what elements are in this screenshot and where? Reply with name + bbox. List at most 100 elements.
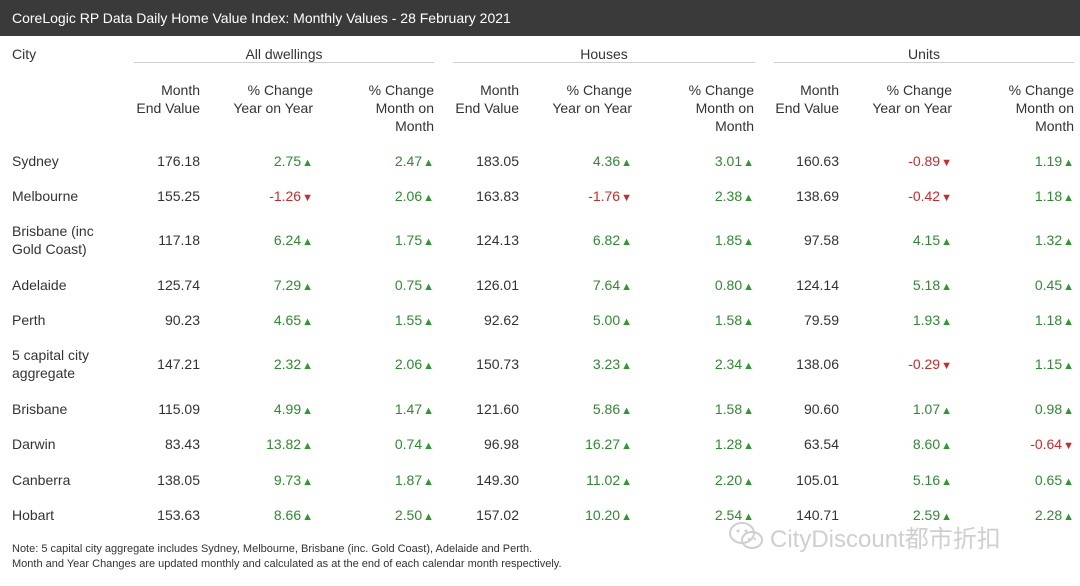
percent-change-value: -0.42 [908,188,941,204]
up-arrow-icon: ▲ [302,360,313,372]
month-end-value: 90.23 [164,312,200,328]
percent-change-cell: 13.82▲ [193,435,313,455]
percent-change-value: 7.29 [273,277,302,293]
percent-change-value: 2.59 [912,507,941,523]
percent-change-value: 11.02 [586,472,621,488]
percent-change-cell: 2.54▲ [634,506,754,526]
percent-change-value: 1.32 [1034,232,1063,248]
month-end-value-cell: 124.14 [719,276,839,294]
month-end-value-cell: 63.54 [719,435,839,453]
column-header: Month End Value [729,81,839,117]
month-end-value: 157.02 [476,507,519,523]
percent-change-cell: 1.58▲ [634,311,754,331]
month-end-value-cell: 138.06 [719,355,839,373]
column-header: % Change Year on Year [203,81,313,117]
up-arrow-icon: ▲ [743,236,754,248]
percent-change-value: 5.00 [592,312,621,328]
up-arrow-icon: ▲ [743,316,754,328]
up-arrow-icon: ▲ [621,476,632,488]
up-arrow-icon: ▲ [941,405,952,417]
up-arrow-icon: ▲ [423,405,434,417]
percent-change-value: 9.73 [273,472,302,488]
month-end-value: 183.05 [476,153,519,169]
percent-change-cell: 1.55▲ [314,311,434,331]
city-name-line: Hobart [12,507,55,523]
percent-change-cell: 8.66▲ [193,506,313,526]
column-header-line: End Value [775,100,839,116]
percent-change-value: 4.99 [273,401,302,417]
month-end-value: 155.25 [157,188,200,204]
city-name: Hobart [12,506,122,524]
month-end-value-cell: 90.23 [80,311,200,329]
up-arrow-icon: ▲ [621,440,632,452]
up-arrow-icon: ▲ [1063,192,1074,204]
month-end-value: 160.63 [796,153,839,169]
city-name: Brisbane [12,400,122,418]
percent-change-value: -0.64 [1030,436,1063,452]
column-header-line: % Change [688,82,754,98]
percent-change-cell: 11.02▲ [512,471,632,491]
percent-change-value: 1.19 [1034,153,1063,169]
column-header-line: Month on [695,100,754,116]
percent-change-cell: 1.32▲ [954,231,1074,251]
percent-change-cell: 1.47▲ [314,400,434,420]
percent-change-cell: 0.80▲ [634,276,754,296]
percent-change-value: 8.60 [912,436,941,452]
percent-change-cell: 4.15▲ [832,231,952,251]
up-arrow-icon: ▲ [302,440,313,452]
month-end-value: 138.06 [796,356,839,372]
month-end-value-cell: 105.01 [719,471,839,489]
city-name-line: Canberra [12,472,71,488]
up-arrow-icon: ▲ [621,157,632,169]
city-name-line: aggregate [12,365,76,381]
city-name-line: Brisbane (inc [12,223,94,239]
up-arrow-icon: ▲ [423,476,434,488]
month-end-value-cell: 183.05 [399,152,519,170]
percent-change-cell: -0.42▼ [832,187,952,207]
up-arrow-icon: ▲ [621,236,632,248]
column-header-line: Year on Year [552,100,632,116]
percent-change-value: 7.64 [592,277,621,293]
month-end-value: 126.01 [476,277,519,293]
percent-change-cell: 2.75▲ [193,152,313,172]
month-end-value: 138.69 [796,188,839,204]
footnote-1: Note: 5 capital city aggregate includes … [12,543,533,555]
group-rule-all-dwellings [134,62,434,63]
percent-change-cell: 4.36▲ [512,152,632,172]
percent-change-cell: 7.29▲ [193,276,313,296]
month-end-value-cell: 147.21 [80,355,200,373]
column-header-line: Month [1035,118,1074,134]
percent-change-cell: 9.73▲ [193,471,313,491]
up-arrow-icon: ▲ [941,476,952,488]
percent-change-value: 0.75 [394,277,423,293]
month-end-value: 163.83 [476,188,519,204]
group-header-houses: Houses [580,46,628,62]
wechat-icon [729,522,763,549]
month-end-value: 121.60 [476,401,519,417]
percent-change-cell: 0.98▲ [954,400,1074,420]
up-arrow-icon: ▲ [743,440,754,452]
month-end-value: 140.71 [796,507,839,523]
percent-change-cell: 2.47▲ [314,152,434,172]
up-arrow-icon: ▲ [302,476,313,488]
percent-change-cell: 16.27▲ [512,435,632,455]
down-arrow-icon: ▼ [941,157,952,169]
percent-change-cell: 2.59▲ [832,506,952,526]
percent-change-value: 5.16 [912,472,941,488]
up-arrow-icon: ▲ [621,405,632,417]
column-header-line: End Value [136,100,200,116]
percent-change-cell: 1.93▲ [832,311,952,331]
column-header: % Change Year on Year [842,81,952,117]
month-end-value-cell: 163.83 [399,187,519,205]
percent-change-cell: 1.07▲ [832,400,952,420]
column-header-line: Month [715,118,754,134]
up-arrow-icon: ▲ [941,281,952,293]
up-arrow-icon: ▲ [941,440,952,452]
month-end-value: 97.58 [803,232,839,248]
percent-change-value: 0.80 [714,277,743,293]
watermark-text: CityDiscount都市折扣 [770,525,1001,553]
group-rule-houses [453,62,755,63]
up-arrow-icon: ▲ [1063,316,1074,328]
percent-change-cell: 1.58▲ [634,400,754,420]
month-end-value: 124.13 [476,232,519,248]
